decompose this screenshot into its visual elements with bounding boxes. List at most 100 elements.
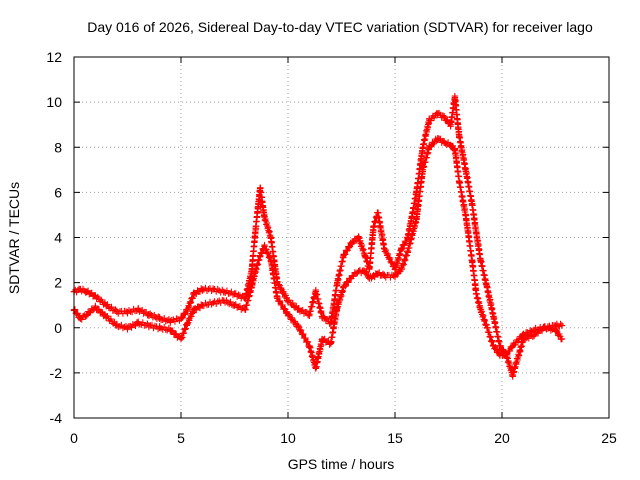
data-point	[220, 288, 227, 295]
data-point	[92, 292, 99, 300]
series-line	[70, 135, 565, 380]
data-point	[349, 272, 356, 280]
data-point	[398, 265, 405, 273]
data-point	[483, 324, 491, 331]
data-point	[167, 317, 174, 325]
data-point	[284, 311, 292, 318]
data-point	[135, 306, 142, 313]
data-point	[361, 268, 369, 275]
y-tick-label: 2	[54, 275, 62, 291]
data-point	[306, 311, 313, 318]
data-point	[477, 306, 484, 313]
data-point	[145, 322, 153, 329]
x-tick-label: 25	[601, 430, 617, 446]
data-point	[340, 252, 347, 259]
data-point	[413, 216, 420, 223]
data-point	[156, 324, 163, 331]
x-tick-label: 0	[70, 430, 78, 446]
data-point	[334, 279, 341, 286]
data-point	[199, 286, 206, 293]
y-tick-label: 8	[54, 139, 62, 155]
series-upper	[70, 92, 566, 359]
data-point	[184, 306, 191, 313]
y-tick-label: 4	[54, 230, 62, 246]
y-tick-label: -4	[50, 410, 63, 426]
data-point	[477, 256, 484, 264]
data-point	[113, 322, 120, 329]
data-point	[231, 290, 238, 298]
data-point	[209, 299, 217, 307]
data-point	[558, 335, 566, 343]
data-point	[102, 301, 110, 309]
axis-ticks: 0 5 10 15 20 25 -4 -2 0 2 4 6 8 10 12	[46, 49, 617, 446]
data-point	[184, 320, 191, 327]
data-point	[509, 371, 516, 379]
data-point	[434, 135, 441, 142]
data-point	[306, 342, 313, 349]
data-point	[267, 256, 275, 264]
data-point	[167, 326, 174, 334]
data-point	[404, 247, 412, 255]
data-point	[468, 256, 476, 264]
data-point	[419, 144, 427, 151]
data-point	[177, 315, 185, 322]
y-tick-label: -2	[50, 365, 63, 381]
data-point	[473, 229, 480, 237]
series-line	[70, 92, 564, 359]
data-point	[295, 324, 302, 331]
data-point	[252, 265, 260, 273]
data-point	[456, 177, 463, 185]
y-axis-label: SDTVAR / TECUs	[6, 182, 22, 294]
data-point	[558, 322, 566, 329]
data-point	[496, 342, 504, 349]
data-point	[447, 121, 454, 128]
data-point	[483, 283, 491, 291]
data-point	[113, 308, 120, 316]
data-point	[419, 166, 427, 174]
data-point	[92, 304, 99, 311]
data-point	[441, 114, 448, 122]
data-point	[199, 301, 206, 309]
data-point	[248, 283, 255, 291]
data-point	[312, 365, 320, 372]
data-point	[541, 324, 548, 331]
data-point	[340, 283, 347, 291]
data-point	[391, 272, 399, 280]
y-tick-label: 0	[54, 320, 62, 336]
data-point	[124, 324, 131, 331]
x-tick-label: 20	[494, 430, 510, 446]
data-point	[496, 351, 504, 359]
data-point	[274, 295, 281, 302]
data-point	[319, 313, 326, 320]
data-point	[355, 268, 362, 275]
data-point	[434, 110, 441, 117]
data-point	[190, 306, 198, 313]
data-point	[404, 234, 412, 241]
data-point	[190, 290, 198, 298]
y-tick-label: 10	[46, 94, 62, 110]
grid	[74, 57, 609, 418]
data-point	[374, 270, 382, 277]
data-point	[462, 211, 469, 219]
data-point	[77, 315, 84, 322]
data-point	[252, 223, 260, 230]
data-point	[355, 234, 362, 241]
data-point	[327, 340, 334, 347]
data-point	[441, 139, 448, 146]
data-point	[256, 184, 264, 192]
data-point	[451, 94, 459, 101]
data-point	[124, 308, 131, 316]
data-point	[530, 331, 538, 338]
data-point	[468, 200, 476, 207]
data-point	[370, 223, 377, 230]
data-point	[374, 209, 382, 216]
data-point	[413, 189, 420, 196]
data-point	[209, 286, 217, 293]
data-point	[102, 313, 110, 320]
data-point	[177, 335, 185, 343]
data-point	[520, 335, 527, 343]
data-series	[70, 92, 566, 380]
data-point	[256, 252, 264, 259]
data-point	[398, 245, 405, 252]
data-point	[381, 272, 388, 280]
